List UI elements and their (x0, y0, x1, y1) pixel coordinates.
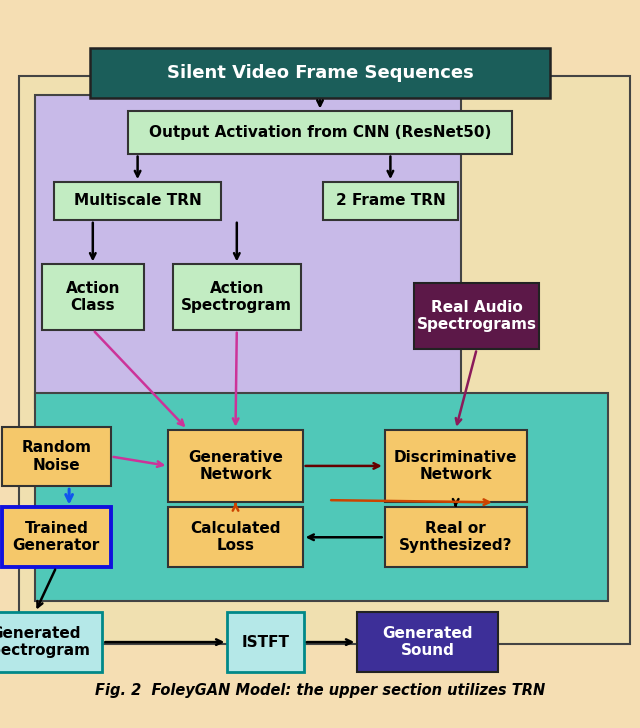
FancyBboxPatch shape (128, 111, 512, 154)
Text: ISTFT: ISTFT (241, 635, 289, 649)
Text: Multiscale TRN: Multiscale TRN (74, 194, 202, 208)
FancyBboxPatch shape (415, 283, 540, 349)
FancyBboxPatch shape (323, 182, 458, 220)
FancyBboxPatch shape (42, 264, 144, 330)
Text: Output Activation from CNN (ResNet50): Output Activation from CNN (ResNet50) (149, 125, 491, 140)
Text: Generated
Spectrogram: Generated Spectrogram (0, 626, 91, 658)
FancyBboxPatch shape (35, 95, 461, 408)
FancyBboxPatch shape (35, 393, 608, 601)
FancyBboxPatch shape (0, 612, 102, 672)
Text: Action
Class: Action Class (65, 281, 120, 313)
Text: Fig. 2  FoleyGAN Model: the upper section utilizes TRN: Fig. 2 FoleyGAN Model: the upper section… (95, 683, 545, 697)
FancyBboxPatch shape (385, 507, 527, 567)
Text: Silent Video Frame Sequences: Silent Video Frame Sequences (166, 64, 474, 82)
Text: Trained
Generator: Trained Generator (13, 521, 100, 553)
FancyBboxPatch shape (90, 48, 550, 98)
FancyBboxPatch shape (357, 612, 498, 672)
Text: Real or
Synthesized?: Real or Synthesized? (399, 521, 513, 553)
FancyBboxPatch shape (168, 507, 303, 567)
Text: Calculated
Loss: Calculated Loss (190, 521, 281, 553)
FancyBboxPatch shape (54, 182, 221, 220)
Text: Generative
Network: Generative Network (188, 450, 283, 482)
FancyBboxPatch shape (2, 507, 111, 567)
Text: Discriminative
Network: Discriminative Network (394, 450, 517, 482)
Text: 2 Frame TRN: 2 Frame TRN (335, 194, 445, 208)
FancyBboxPatch shape (2, 427, 111, 486)
Text: Real Audio
Spectrograms: Real Audio Spectrograms (417, 300, 537, 332)
Text: Generated
Sound: Generated Sound (382, 626, 473, 658)
FancyBboxPatch shape (168, 430, 303, 502)
FancyBboxPatch shape (385, 430, 527, 502)
FancyBboxPatch shape (19, 76, 630, 644)
Text: Random
Noise: Random Noise (21, 440, 92, 472)
FancyBboxPatch shape (227, 612, 304, 672)
FancyBboxPatch shape (173, 264, 301, 330)
Text: Action
Spectrogram: Action Spectrogram (181, 281, 292, 313)
